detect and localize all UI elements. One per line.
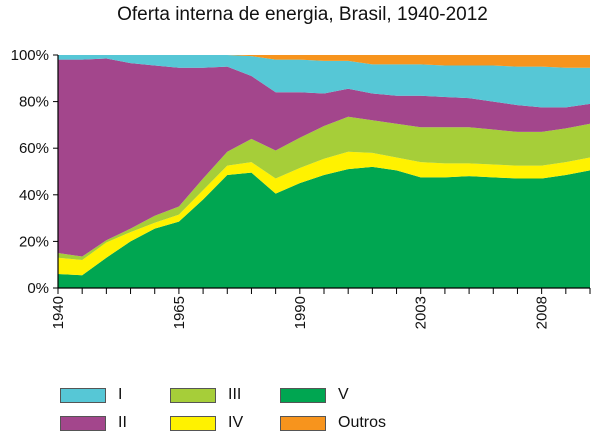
- y-tick-label: 80%: [19, 94, 49, 111]
- area-v: [58, 166, 590, 288]
- area-i: [58, 55, 590, 108]
- y-tick-label: 20%: [19, 233, 49, 250]
- x-tick-label: 1990: [292, 296, 309, 329]
- legend-label-iii: III: [228, 386, 242, 403]
- legend-item-iii: III: [170, 386, 241, 404]
- legend-label-iv: IV: [228, 414, 244, 431]
- legend-swatch-iii: [170, 387, 216, 403]
- legend-swatch-iv: [170, 415, 216, 431]
- legend-item-i: I: [60, 386, 122, 404]
- x-tick-label: 2008: [534, 296, 551, 329]
- legend-label-outros: Outros: [338, 414, 387, 431]
- legend-item-v: V: [280, 386, 349, 404]
- y-tick-label: 0%: [27, 280, 49, 297]
- legend-item-outros: Outros: [280, 414, 386, 432]
- legend-label-i: I: [118, 386, 123, 403]
- y-tick-label: 60%: [19, 140, 49, 157]
- area-ii: [58, 58, 590, 257]
- legend-swatch-ii: [60, 415, 106, 431]
- legend-swatch-v: [280, 387, 326, 403]
- x-tick-label: 1965: [171, 296, 188, 329]
- legend-item-ii: II: [60, 414, 127, 432]
- x-tick-label: 2003: [413, 296, 430, 329]
- legend-label-v: V: [338, 386, 349, 403]
- legend-swatch-i: [60, 387, 106, 403]
- x-tick-label: 1940: [50, 296, 67, 329]
- legend-label-ii: II: [118, 414, 127, 431]
- legend-item-iv: IV: [170, 414, 243, 432]
- area-iii: [58, 116, 590, 261]
- legend-swatch-outros: [280, 415, 326, 431]
- y-tick-label: 40%: [19, 187, 49, 204]
- y-tick-label: 100%: [11, 47, 49, 64]
- chart-title: Oferta interna de energia, Brasil, 1940-…: [117, 4, 488, 25]
- area-outros: [58, 55, 590, 68]
